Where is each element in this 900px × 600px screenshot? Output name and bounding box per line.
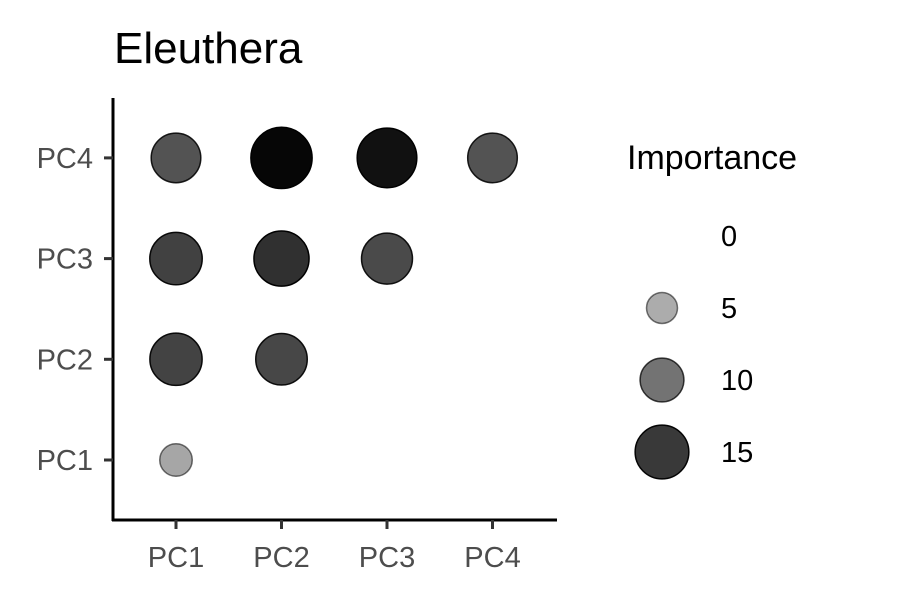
legend-label-10: 10 [721, 365, 753, 397]
data-point-pc1-pc1 [158, 442, 194, 478]
chart-title: Eleuthera [114, 24, 303, 73]
data-point-pc1-pc4 [150, 132, 202, 184]
legend-label-5: 5 [721, 293, 737, 325]
legend-key-15 [634, 424, 690, 480]
y-tick-label-pc2: PC2 [37, 344, 93, 376]
data-point-pc2-pc2 [255, 332, 308, 386]
legend-label-15: 15 [721, 437, 753, 469]
y-tick-label-pc3: PC3 [37, 244, 93, 276]
x-tick-label-pc3: PC3 [359, 542, 415, 574]
x-tick-label-pc4: PC4 [464, 542, 520, 574]
legend: Importance 0 5 10 15 [627, 139, 797, 480]
legend-title: Importance [627, 139, 797, 177]
legend-key-5 [645, 291, 679, 325]
data-point-pc3-pc3 [360, 232, 414, 285]
data-point-pc2-pc3 [253, 230, 310, 287]
x-tick-label-pc2: PC2 [253, 542, 309, 574]
legend-key-10 [639, 357, 685, 403]
data-point-pc3-pc4 [356, 127, 418, 189]
ticks-layer: PC1 PC2 PC3 PC4 PC1 PC2 PC3 PC4 [37, 143, 521, 574]
axes-layer [111, 98, 557, 522]
data-point-pc4-pc4 [466, 132, 519, 184]
points-layer [149, 126, 519, 478]
data-point-pc1-pc2 [149, 332, 203, 387]
data-point-pc1-pc3 [149, 231, 203, 286]
y-tick-label-pc1: PC1 [37, 445, 93, 477]
y-tick-label-pc4: PC4 [37, 143, 93, 175]
legend-label-0: 0 [721, 221, 737, 253]
x-tick-label-pc1: PC1 [148, 542, 204, 574]
data-point-pc2-pc4 [250, 126, 313, 190]
